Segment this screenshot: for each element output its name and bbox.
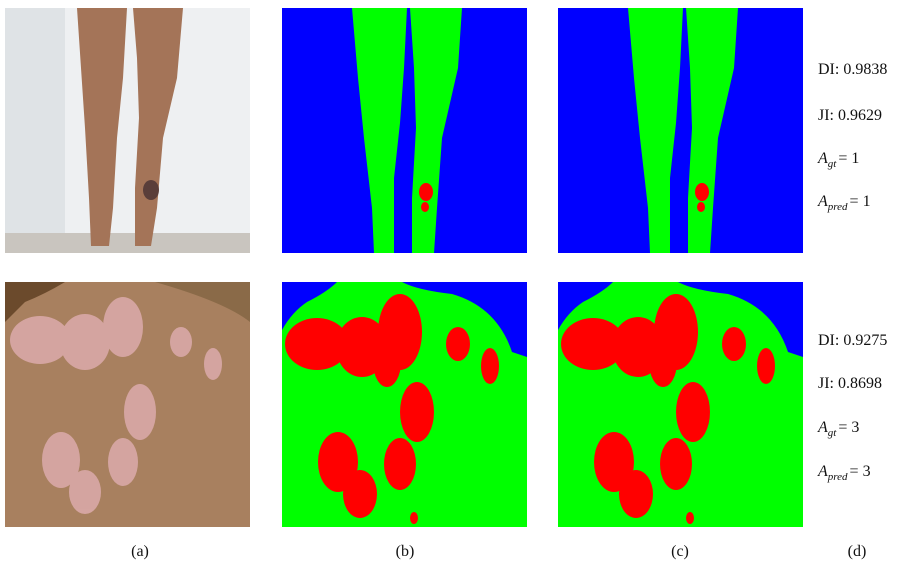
symbol: A (817, 193, 828, 210)
value: = 1 (838, 150, 859, 167)
predicted-mask (558, 282, 803, 527)
value: = 3 (838, 419, 859, 436)
ground-truth-mask (282, 282, 527, 527)
subscript: gt (828, 158, 838, 170)
a-gt: Agt= 1 (817, 150, 859, 170)
panel-label: (b) (396, 543, 415, 560)
panel-label: (a) (131, 543, 149, 560)
value: = 1 (850, 193, 871, 210)
a-pred: Apred= 1 (817, 193, 871, 213)
a-gt: Agt= 3 (817, 419, 859, 439)
ground-truth-mask (282, 8, 527, 253)
panel-label: (d) (848, 543, 867, 560)
subscript: pred (827, 471, 848, 483)
subscript: pred (827, 201, 848, 213)
subscript: gt (828, 427, 838, 439)
predicted-mask (558, 8, 803, 253)
panel-label: (c) (671, 543, 689, 560)
back-photo (5, 282, 250, 527)
figure: DI: 0.9838 JI: 0.9629 Agt= 1 Apred= 1 DI… (0, 0, 917, 566)
a-pred: Apred= 3 (817, 463, 871, 483)
symbol: A (817, 150, 828, 167)
jaccard-index: JI: 0.9629 (818, 107, 882, 124)
symbol: A (817, 463, 828, 480)
dice-index: DI: 0.9838 (818, 61, 887, 78)
dice-index: DI: 0.9275 (818, 332, 887, 349)
symbol: A (817, 419, 828, 436)
value: = 3 (850, 463, 871, 480)
leg-photo (5, 8, 250, 253)
jaccard-index: JI: 0.8698 (818, 375, 882, 392)
